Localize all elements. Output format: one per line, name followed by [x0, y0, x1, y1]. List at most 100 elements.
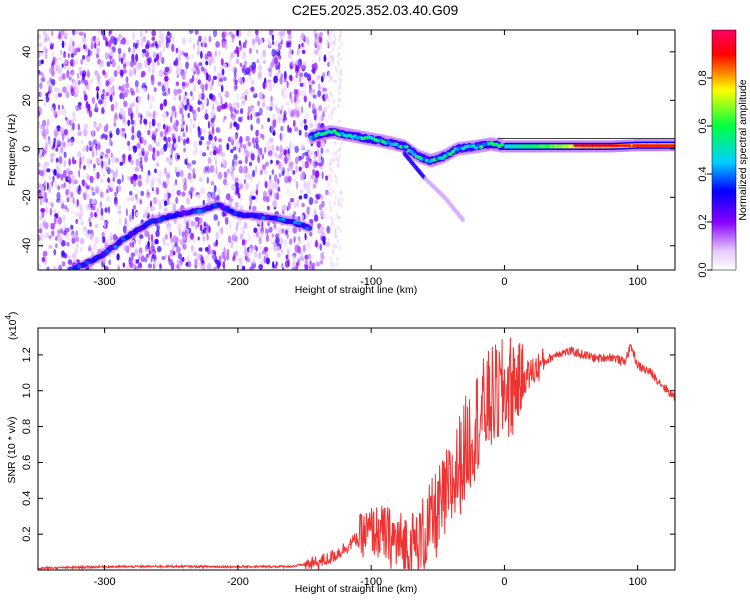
noise-cell — [245, 67, 251, 75]
noise-cell — [66, 118, 70, 126]
noise-cell — [312, 183, 317, 189]
noise-cell — [140, 114, 143, 120]
noise-cell — [281, 228, 285, 234]
noise-cell — [43, 45, 47, 54]
noise-cell — [253, 143, 256, 149]
noise-cell — [288, 161, 294, 168]
noise-cell — [72, 79, 77, 87]
noise-cell — [202, 212, 205, 217]
noise-cell — [276, 107, 281, 115]
noise-cell — [147, 93, 150, 101]
noise-cell — [282, 30, 286, 35]
noise-cell — [211, 78, 214, 86]
noise-cell — [48, 67, 53, 74]
branch-track-cell — [460, 217, 465, 223]
noise-cell — [262, 190, 268, 199]
noise-cell — [49, 45, 54, 50]
noise-cell — [289, 197, 295, 203]
noise-cell — [71, 252, 77, 259]
noise-cell — [96, 71, 99, 78]
noise-cell — [298, 166, 302, 172]
noise-cell — [93, 120, 97, 128]
noise-cell — [150, 205, 155, 212]
noise-cell — [155, 53, 159, 62]
noise-cell — [145, 206, 149, 212]
noise-cell — [311, 265, 315, 270]
colorbar-ticks: 0.00.20.40.60.8 — [697, 70, 712, 278]
noise-cell — [311, 63, 315, 69]
noise-cell — [244, 89, 249, 96]
noise-cell — [61, 40, 65, 49]
noise-cell — [255, 231, 260, 238]
noise-cell — [334, 227, 337, 232]
noise-cell — [127, 145, 132, 151]
x-tick-label: -300 — [94, 276, 116, 288]
noise-cell — [79, 237, 85, 245]
noise-cell — [159, 103, 164, 111]
noise-cell — [328, 166, 332, 171]
noise-cell — [138, 150, 142, 158]
noise-cell — [84, 188, 88, 195]
secondary-track-core — [125, 235, 130, 240]
colorbar-label: Normalized spectral amplitude — [737, 79, 749, 220]
secondary-track-core — [245, 214, 250, 218]
noise-cell — [155, 162, 160, 167]
noise-cell — [111, 155, 116, 164]
noise-cell — [157, 200, 162, 205]
noise-cell — [194, 258, 199, 267]
noise-cell — [270, 159, 273, 164]
noise-cell — [295, 73, 299, 79]
noise-cell — [91, 78, 94, 83]
main-track-core — [509, 144, 512, 149]
noise-cell — [339, 98, 342, 103]
noise-cell — [254, 165, 258, 174]
noise-cell — [334, 231, 337, 236]
noise-cell — [280, 249, 284, 254]
main-track-core — [547, 144, 550, 149]
main-track-core — [512, 144, 515, 149]
noise-cell — [124, 88, 130, 95]
noise-cell — [283, 110, 287, 117]
noise-cell — [57, 56, 63, 61]
noise-cell — [218, 50, 221, 56]
noise-cell — [97, 58, 101, 65]
noise-cell — [282, 267, 285, 270]
noise-cell — [338, 45, 341, 50]
noise-cell — [54, 183, 59, 189]
noise-cell — [177, 50, 180, 58]
noise-cell — [205, 223, 209, 229]
noise-cell — [102, 257, 106, 264]
secondary-track-core — [197, 209, 202, 213]
noise-cell — [270, 137, 274, 143]
noise-cell — [63, 151, 67, 158]
spectrogram-frame — [37, 29, 676, 271]
noise-cell — [55, 166, 60, 175]
noise-cell — [165, 242, 170, 247]
noise-cell — [243, 179, 246, 185]
noise-cell — [271, 48, 276, 57]
noise-cell — [229, 121, 233, 129]
noise-cell — [326, 225, 331, 234]
noise-cell — [321, 235, 326, 242]
noise-cell — [271, 169, 275, 175]
noise-cell — [147, 244, 151, 250]
secondary-track-core — [273, 215, 278, 220]
noise-cell — [46, 123, 49, 131]
noise-cell — [268, 70, 273, 78]
noise-cell — [204, 99, 208, 104]
noise-cell — [336, 225, 339, 230]
noise-cell — [200, 136, 205, 141]
noise-cell — [122, 262, 126, 268]
noise-cell — [40, 213, 43, 219]
noise-cell — [186, 221, 189, 230]
y-tick-label: 0.4 — [21, 491, 33, 506]
secondary-track-core — [177, 213, 182, 218]
noise-cell — [113, 37, 118, 46]
noise-cell — [220, 96, 223, 105]
noise-cell — [102, 88, 106, 94]
noise-cell — [51, 230, 55, 237]
noise-cell — [336, 239, 340, 244]
noise-cell — [140, 30, 143, 38]
noise-cell — [111, 182, 115, 191]
noise-cell — [214, 50, 217, 58]
